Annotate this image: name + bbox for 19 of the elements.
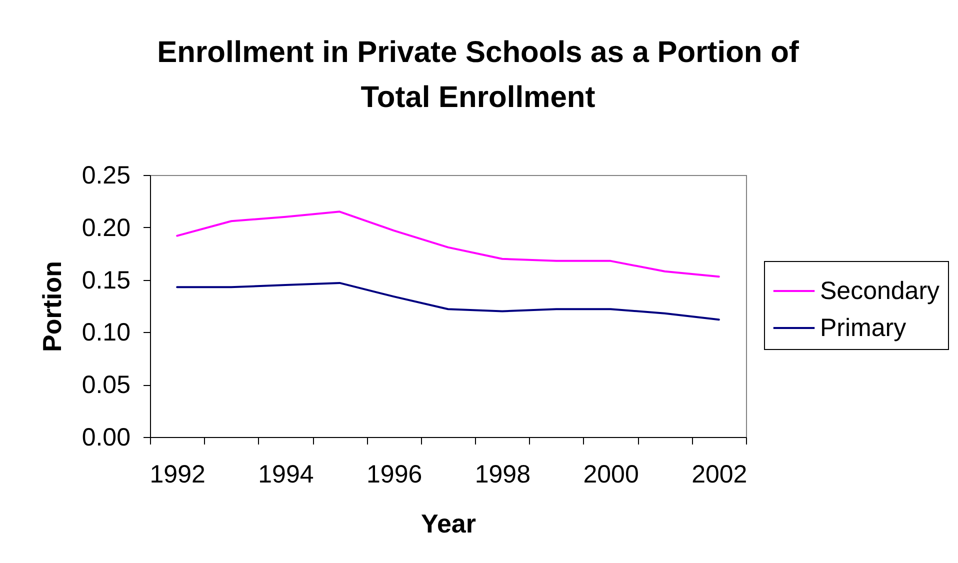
x-tick-label: 1992 bbox=[150, 460, 206, 488]
chart-title: Enrollment in Private Schools as a Portion of Total Enrollment bbox=[157, 36, 800, 114]
y-tick-label: 0.10 bbox=[82, 318, 130, 347]
x-tick-label: 2000 bbox=[583, 460, 639, 488]
x-tick-label: 2002 bbox=[692, 460, 748, 488]
line-series bbox=[176, 210, 720, 278]
x-axis-title: Year bbox=[421, 508, 476, 538]
x-tick-label: 1996 bbox=[366, 460, 422, 488]
y-tick-label: 0.15 bbox=[82, 266, 130, 294]
x-tick-label: 1994 bbox=[258, 460, 314, 488]
legend-label: Primary bbox=[820, 314, 907, 342]
y-axis-title: Portion bbox=[36, 261, 67, 352]
x-tick-label: 1998 bbox=[474, 460, 530, 488]
line-series bbox=[176, 282, 720, 321]
y-tick-label: 0.05 bbox=[82, 371, 130, 400]
y-tick-label: 0.20 bbox=[82, 214, 130, 242]
y-tick-label: 0.00 bbox=[82, 424, 130, 452]
y-tick-label: 0.25 bbox=[82, 162, 130, 190]
legend-label: Secondary bbox=[820, 277, 940, 305]
